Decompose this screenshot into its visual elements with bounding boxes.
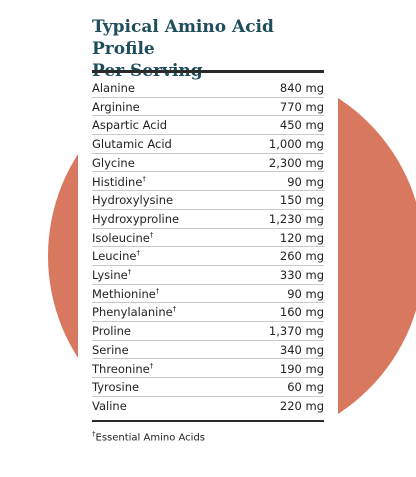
nutrition-card: Typical Amino Acid Profile Per Serving A…	[78, 0, 338, 477]
table-row: Histidine† 90 mg	[92, 173, 324, 192]
amino-name-text: Lysine	[92, 268, 128, 282]
essential-mark: †	[155, 286, 160, 295]
amino-amount: 840 mg	[279, 81, 324, 95]
amino-name: Hydroxyproline	[92, 212, 179, 226]
amino-amount: 2,300 mg	[268, 155, 324, 170]
table-row: Threonine† 190 mg	[92, 360, 324, 379]
amino-amount: 90 mg	[287, 174, 324, 189]
footnote-text: Essential Amino Acids	[95, 432, 206, 444]
table-row: Glycine 2,300 mg	[92, 154, 324, 173]
essential-mark: †	[136, 249, 140, 258]
amino-name: Glutamic Acid	[92, 137, 172, 151]
amino-amount: 220 mg	[279, 398, 324, 413]
table-row: Tyrosine 60 mg	[92, 378, 324, 397]
amino-amount: 90 mg	[287, 286, 324, 301]
amino-name: Threonine†	[92, 362, 153, 376]
essential-mark: †	[172, 305, 177, 314]
amino-name-text: Methionine	[92, 286, 156, 301]
amino-name-text: Glycine	[92, 155, 135, 170]
table-row: Hydroxyproline 1,230 mg	[92, 210, 324, 229]
amino-name-text: Histidine	[92, 174, 143, 189]
essential-mark: †	[127, 268, 132, 277]
amino-amount: 450 mg	[279, 118, 324, 133]
amino-name: Glycine	[92, 156, 135, 170]
amino-name: Serine	[92, 343, 129, 357]
amino-amount: 150 mg	[279, 193, 324, 208]
amino-name-text: Phenylalanine	[92, 305, 173, 320]
table-row: Alanine 840 mg	[92, 79, 324, 98]
amino-amount: 1,230 mg	[268, 211, 324, 226]
amino-name-text: Valine	[92, 398, 127, 413]
amino-name-text: Isoleucine	[92, 230, 150, 245]
title-line: Typical Amino Acid Profile	[92, 17, 274, 59]
table-row: Arginine 770 mg	[92, 98, 324, 117]
essential-mark: †	[142, 174, 146, 183]
table-row: Serine 340 mg	[92, 341, 324, 360]
amino-name-text: Arginine	[92, 99, 140, 114]
table-row: Aspartic Acid 450 mg	[92, 116, 324, 136]
amino-name: Lysine†	[92, 268, 131, 282]
amino-amount: 260 mg	[279, 249, 324, 264]
amino-name: Tyrosine	[92, 380, 139, 394]
amino-amount: 330 mg	[279, 268, 324, 282]
table-row: Proline 1,370 mg	[92, 322, 324, 341]
essential-mark: †	[149, 230, 154, 239]
table-row: Isoleucine† 120 mg	[92, 229, 324, 248]
amino-amount: 340 mg	[279, 342, 324, 357]
amino-name: Histidine†	[92, 175, 146, 189]
table-row: Phenylalanine† 160 mg	[92, 303, 324, 323]
table-row: Valine 220 mg	[92, 397, 324, 416]
amino-name-text: Threonine	[92, 361, 150, 376]
table-row: Glutamic Acid 1,000 mg	[92, 135, 324, 154]
amino-name-text: Alanine	[92, 81, 135, 95]
amino-name-text: Proline	[92, 324, 131, 339]
table-row: Leucine† 260 mg	[92, 247, 324, 266]
amino-name-text: Aspartic Acid	[92, 118, 168, 133]
amino-amount: 770 mg	[279, 99, 324, 114]
essential-mark: †	[149, 361, 154, 370]
amino-amount: 1,370 mg	[268, 324, 324, 339]
amino-name-text: Serine	[92, 342, 129, 357]
amino-amount: 190 mg	[279, 361, 324, 376]
amino-name: Phenylalanine†	[92, 305, 176, 319]
amino-name: Hydroxylysine	[92, 193, 173, 207]
amino-name: Proline	[92, 324, 131, 338]
table-row: Hydroxylysine 150 mg	[92, 191, 324, 210]
amino-name-text: Glutamic Acid	[92, 137, 172, 152]
amino-name-text: Hydroxylysine	[92, 193, 174, 208]
amino-amount: 1,000 mg	[268, 137, 324, 152]
amino-name: Methionine†	[92, 287, 159, 301]
amino-name: Isoleucine†	[92, 231, 153, 245]
amino-name: Valine	[92, 399, 127, 413]
footnote: †Essential Amino Acids	[92, 430, 205, 443]
amino-name: Arginine	[92, 100, 140, 114]
table-row: Lysine† 330 mg	[92, 266, 324, 285]
amino-amount: 60 mg	[287, 380, 324, 395]
footnote-mark: †	[92, 430, 96, 438]
amino-name-text: Hydroxyproline	[92, 211, 180, 226]
amino-amount: 160 mg	[279, 305, 324, 320]
amino-name-text: Leucine	[92, 249, 137, 264]
amino-name: Aspartic Acid	[92, 118, 167, 132]
divider	[92, 420, 324, 422]
amino-name-text: Tyrosine	[92, 380, 140, 395]
amino-name: Alanine	[92, 81, 135, 95]
amino-name: Leucine†	[92, 249, 140, 263]
amino-amount: 120 mg	[279, 230, 324, 245]
table-row: Methionine† 90 mg	[92, 285, 324, 304]
divider	[92, 70, 324, 73]
